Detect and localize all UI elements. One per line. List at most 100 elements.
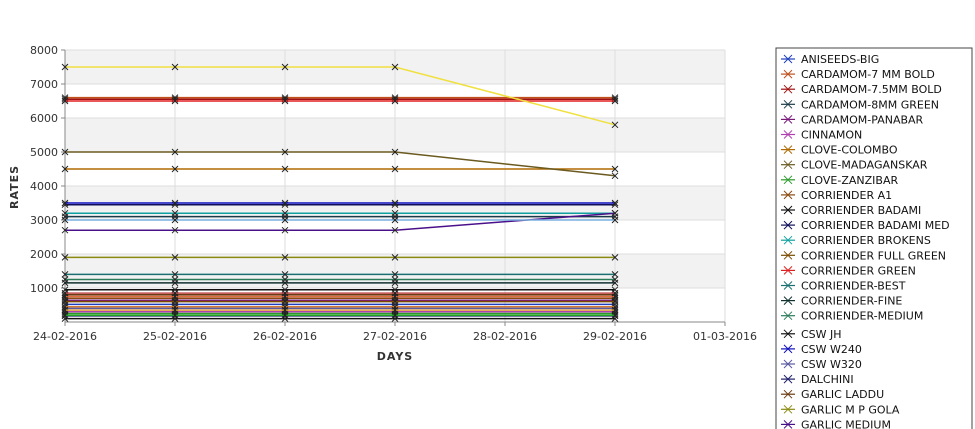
legend-item: GARLIC LADDU <box>781 388 884 401</box>
data-point <box>611 165 619 173</box>
data-point <box>171 306 179 314</box>
data-point <box>281 209 289 217</box>
legend-label: CSW W320 <box>801 358 862 371</box>
data-point <box>171 209 179 217</box>
data-point <box>61 289 69 297</box>
y-tick-label: 5000 <box>30 146 58 159</box>
data-point <box>281 216 289 224</box>
y-tick-label: 2000 <box>30 248 58 261</box>
legend: ANISEEDS-BIG CARDAMOM-7 MM BOLD CARDAMOM-7… <box>775 47 973 429</box>
legend-item: CORRIENDER GREEN <box>781 264 916 277</box>
data-point <box>391 311 399 319</box>
data-point <box>281 271 289 278</box>
data-point <box>611 209 619 217</box>
x-tick-label: 01-03-2016 <box>693 330 757 343</box>
legend-label: CORRIENDER BADAMI MED <box>801 219 950 232</box>
data-point <box>611 97 619 105</box>
data-point <box>611 289 619 297</box>
data-point <box>61 199 69 207</box>
legend-label: DALCHINI <box>801 373 854 386</box>
y-tick-label: 3000 <box>30 214 58 227</box>
data-point <box>391 97 399 105</box>
legend-item: CARDAMOM-7 MM BOLD <box>781 68 935 81</box>
legend-item: CLOVE-ZANZIBAR <box>781 174 898 187</box>
y-tick-label: 7000 <box>30 78 58 91</box>
legend-label: CARDAMOM-8MM GREEN <box>801 98 939 111</box>
legend-label: CARDAMOM-7 MM BOLD <box>801 68 935 81</box>
legend-label: CLOVE-MADAGANSKAR <box>801 159 928 172</box>
x-tick-label: 27-02-2016 <box>363 330 427 343</box>
series-garlic-m-p-gola <box>61 254 619 261</box>
series-clove-madaganskar <box>61 148 619 180</box>
legend-label: CSW W240 <box>801 343 862 356</box>
data-point <box>611 311 619 319</box>
data-point <box>61 298 69 305</box>
legend-item: DALCHINI <box>781 373 854 386</box>
data-point <box>171 97 179 105</box>
data-point <box>281 289 289 297</box>
data-point <box>281 97 289 105</box>
legend-item: CARDAMOM-8MM GREEN <box>781 98 939 111</box>
data-point <box>61 271 69 278</box>
data-point <box>171 254 179 261</box>
x-tick-label: 26-02-2016 <box>253 330 317 343</box>
series-lines <box>61 63 619 322</box>
data-point <box>61 276 69 283</box>
x-tick-label: 24-02-2016 <box>33 330 97 343</box>
data-point <box>281 165 289 173</box>
data-point <box>171 226 179 234</box>
data-point <box>391 216 399 224</box>
data-point <box>611 306 619 314</box>
data-point <box>391 271 399 278</box>
data-point <box>611 271 619 278</box>
data-point <box>281 254 289 261</box>
legend-label: GARLIC LADDU <box>801 388 884 401</box>
legend-label: CORRIENDER FULL GREEN <box>801 249 946 262</box>
data-point <box>391 165 399 173</box>
legend-label: CINNAMON <box>801 129 862 142</box>
legend-item: CORRIENDER BADAMI MED <box>781 219 950 232</box>
data-point <box>281 148 289 156</box>
legend-label: ANISEEDS-BIG <box>801 53 879 66</box>
legend-item: GARLIC M P GOLA <box>781 403 900 416</box>
data-point <box>61 63 69 71</box>
data-point <box>611 276 619 283</box>
legend-item: CLOVE-MADAGANSKAR <box>781 159 928 172</box>
data-point <box>391 298 399 305</box>
data-point <box>281 276 289 283</box>
legend-label: CLOVE-COLOMBO <box>801 144 898 157</box>
y-tick-label: 6000 <box>30 112 58 125</box>
data-point <box>171 271 179 278</box>
y-axis-label: RATES <box>8 165 21 209</box>
legend-label: GARLIC MEDIUM <box>801 418 891 429</box>
series-unnamed-25 <box>61 63 619 129</box>
legend-item: CORRIENDER A1 <box>781 189 892 202</box>
legend-label: CARDAMOM-PANABAR <box>801 113 924 126</box>
legend-item: ANISEEDS-BIG <box>781 53 879 66</box>
data-point <box>391 254 399 261</box>
data-point <box>281 63 289 71</box>
series-unnamed-30 <box>61 216 619 224</box>
legend-item: CSW W240 <box>781 343 862 356</box>
data-point <box>171 165 179 173</box>
data-point <box>391 306 399 314</box>
legend-label: CSW JH <box>801 328 842 341</box>
legend-item: GARLIC MEDIUM <box>781 418 891 429</box>
data-point <box>391 289 399 297</box>
series-corriender-full-green <box>61 298 619 305</box>
series-corriender-best <box>61 271 619 278</box>
data-point <box>171 311 179 319</box>
data-point <box>391 63 399 71</box>
data-point <box>171 63 179 71</box>
legend-label: CARDAMOM-7.5MM BOLD <box>801 83 942 96</box>
data-point <box>391 199 399 207</box>
data-point <box>391 276 399 283</box>
legend-item: CINNAMON <box>781 129 862 142</box>
y-tick-label: 8000 <box>30 44 58 57</box>
legend-label: CORRIENDER-FINE <box>801 295 902 308</box>
data-point <box>171 148 179 156</box>
x-tick-label: 25-02-2016 <box>143 330 207 343</box>
legend-item: CORRIENDER BADAMI <box>781 204 921 217</box>
data-point <box>61 165 69 173</box>
